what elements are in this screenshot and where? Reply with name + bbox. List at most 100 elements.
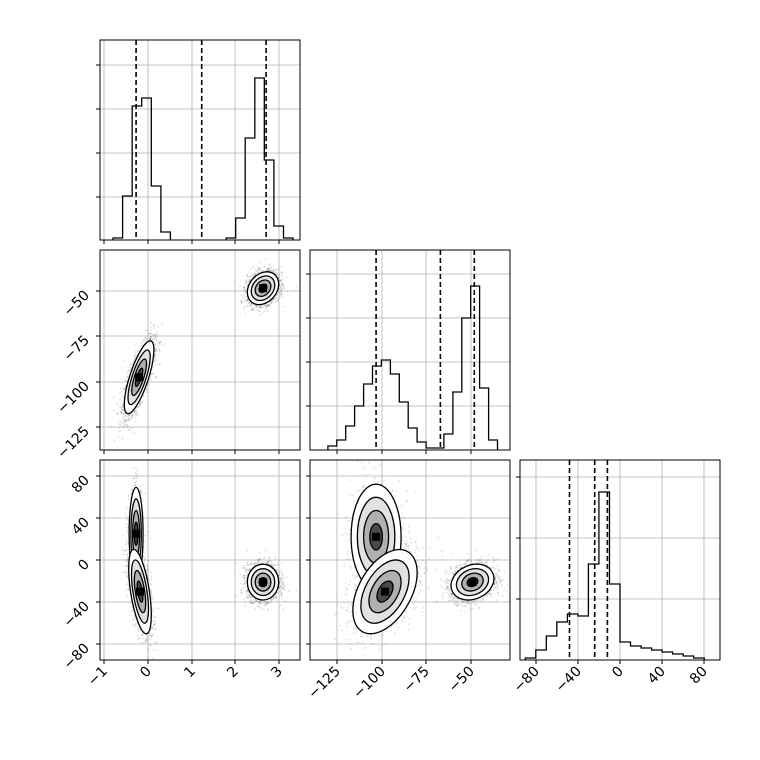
scatter-point bbox=[139, 489, 142, 492]
scatter-point bbox=[240, 301, 243, 304]
scatter-point bbox=[123, 360, 126, 363]
y-tick-label: −125 bbox=[54, 424, 93, 463]
scatter-point bbox=[261, 306, 263, 309]
scatter-point bbox=[126, 371, 129, 373]
scatter-point bbox=[129, 492, 132, 495]
scatter-point bbox=[267, 268, 270, 270]
x-ticks bbox=[535, 660, 705, 664]
scatter-point bbox=[125, 531, 128, 534]
scatter-point bbox=[130, 417, 132, 420]
scatter-point bbox=[251, 308, 254, 311]
scatter-point bbox=[279, 273, 281, 276]
scatter-point bbox=[257, 266, 260, 269]
scatter-point bbox=[268, 303, 271, 306]
quantile-lines bbox=[375, 250, 476, 450]
scatter-point bbox=[257, 271, 260, 274]
scatter-point bbox=[246, 298, 249, 301]
scatter-point bbox=[254, 268, 257, 271]
scatter-point bbox=[280, 293, 283, 296]
scatter-point bbox=[249, 304, 252, 306]
scatter-point bbox=[244, 298, 246, 301]
scatter-point bbox=[129, 363, 132, 366]
scatter-point bbox=[126, 414, 129, 417]
scatter-point bbox=[158, 350, 161, 353]
scatter-point bbox=[132, 411, 135, 414]
scatter-point bbox=[247, 302, 250, 305]
scatter-point bbox=[154, 336, 157, 338]
scatter-point bbox=[142, 395, 145, 397]
scatter-point bbox=[255, 306, 258, 309]
scatter-point bbox=[154, 376, 157, 379]
scatter-point bbox=[118, 419, 121, 422]
y-ticks bbox=[306, 273, 310, 407]
panel-p2-marginal bbox=[306, 249, 511, 454]
scatter-point bbox=[255, 270, 258, 273]
y-tick-labels: −125 −100 −75 −50 bbox=[54, 288, 93, 463]
scatter-point bbox=[127, 414, 130, 417]
scatter-point bbox=[281, 287, 283, 290]
scatter-point bbox=[157, 353, 160, 356]
scatter-point bbox=[148, 338, 151, 341]
scatter-point bbox=[140, 341, 143, 344]
scatter-point bbox=[150, 335, 152, 338]
scatter-point bbox=[150, 326, 153, 329]
scatter-point bbox=[150, 336, 153, 339]
scatter-point bbox=[117, 403, 119, 405]
scatter-point bbox=[126, 415, 128, 418]
scatter-point bbox=[143, 492, 146, 495]
y-ticks bbox=[96, 64, 100, 198]
scatter-point bbox=[143, 339, 145, 342]
scatter-point bbox=[134, 415, 137, 417]
scatter-point bbox=[121, 403, 123, 406]
scatter-point bbox=[144, 389, 147, 391]
scatter-point bbox=[125, 419, 128, 422]
scatter-point bbox=[117, 430, 120, 433]
scatter-point bbox=[126, 373, 129, 376]
scatter-point bbox=[123, 423, 126, 426]
scatter-point bbox=[279, 279, 282, 282]
scatter-point bbox=[248, 279, 251, 282]
scatter-point bbox=[134, 432, 136, 435]
scatter-point bbox=[131, 489, 134, 491]
scatter-point bbox=[146, 329, 149, 332]
scatter-point bbox=[250, 273, 253, 276]
scatter-point bbox=[266, 305, 269, 308]
x-ticks bbox=[336, 450, 472, 454]
scatter-point bbox=[124, 420, 126, 422]
scatter-point bbox=[131, 467, 134, 469]
scatter-point bbox=[269, 302, 272, 305]
scatter-point bbox=[247, 299, 250, 302]
scatter-point bbox=[258, 307, 261, 309]
scatter-point bbox=[120, 420, 122, 423]
scatter-point bbox=[248, 275, 251, 278]
scatter-point bbox=[133, 410, 136, 413]
scatter-point bbox=[157, 340, 160, 343]
scatter-point bbox=[155, 342, 158, 345]
density-peak bbox=[135, 373, 144, 382]
scatter-point bbox=[127, 369, 130, 372]
panel-p3-marginal: −80 −40 0 40 80 bbox=[511, 459, 721, 696]
scatter-point bbox=[133, 484, 136, 487]
scatter-point bbox=[155, 331, 158, 334]
histogram-bars bbox=[327, 285, 499, 450]
scatter-point bbox=[274, 301, 277, 303]
scatter-point bbox=[243, 289, 246, 292]
scatter-point bbox=[156, 335, 158, 338]
scatter-point bbox=[139, 492, 142, 495]
density-contours bbox=[123, 271, 280, 415]
panel-frame bbox=[99, 39, 301, 241]
scatter-point bbox=[126, 517, 129, 520]
scatter-point bbox=[281, 275, 284, 278]
scatter-point bbox=[280, 293, 283, 296]
scatter-point bbox=[154, 358, 156, 361]
scatter-point bbox=[243, 286, 246, 288]
scatter-point bbox=[275, 273, 278, 276]
scatter-point bbox=[256, 305, 258, 307]
scatter-point bbox=[276, 272, 278, 275]
scatter-point bbox=[267, 267, 269, 269]
scatter-point bbox=[244, 282, 247, 285]
scatter-point bbox=[279, 286, 281, 289]
scatter-point bbox=[128, 414, 131, 417]
scatter-point bbox=[123, 387, 126, 389]
scatter-point bbox=[144, 339, 147, 341]
